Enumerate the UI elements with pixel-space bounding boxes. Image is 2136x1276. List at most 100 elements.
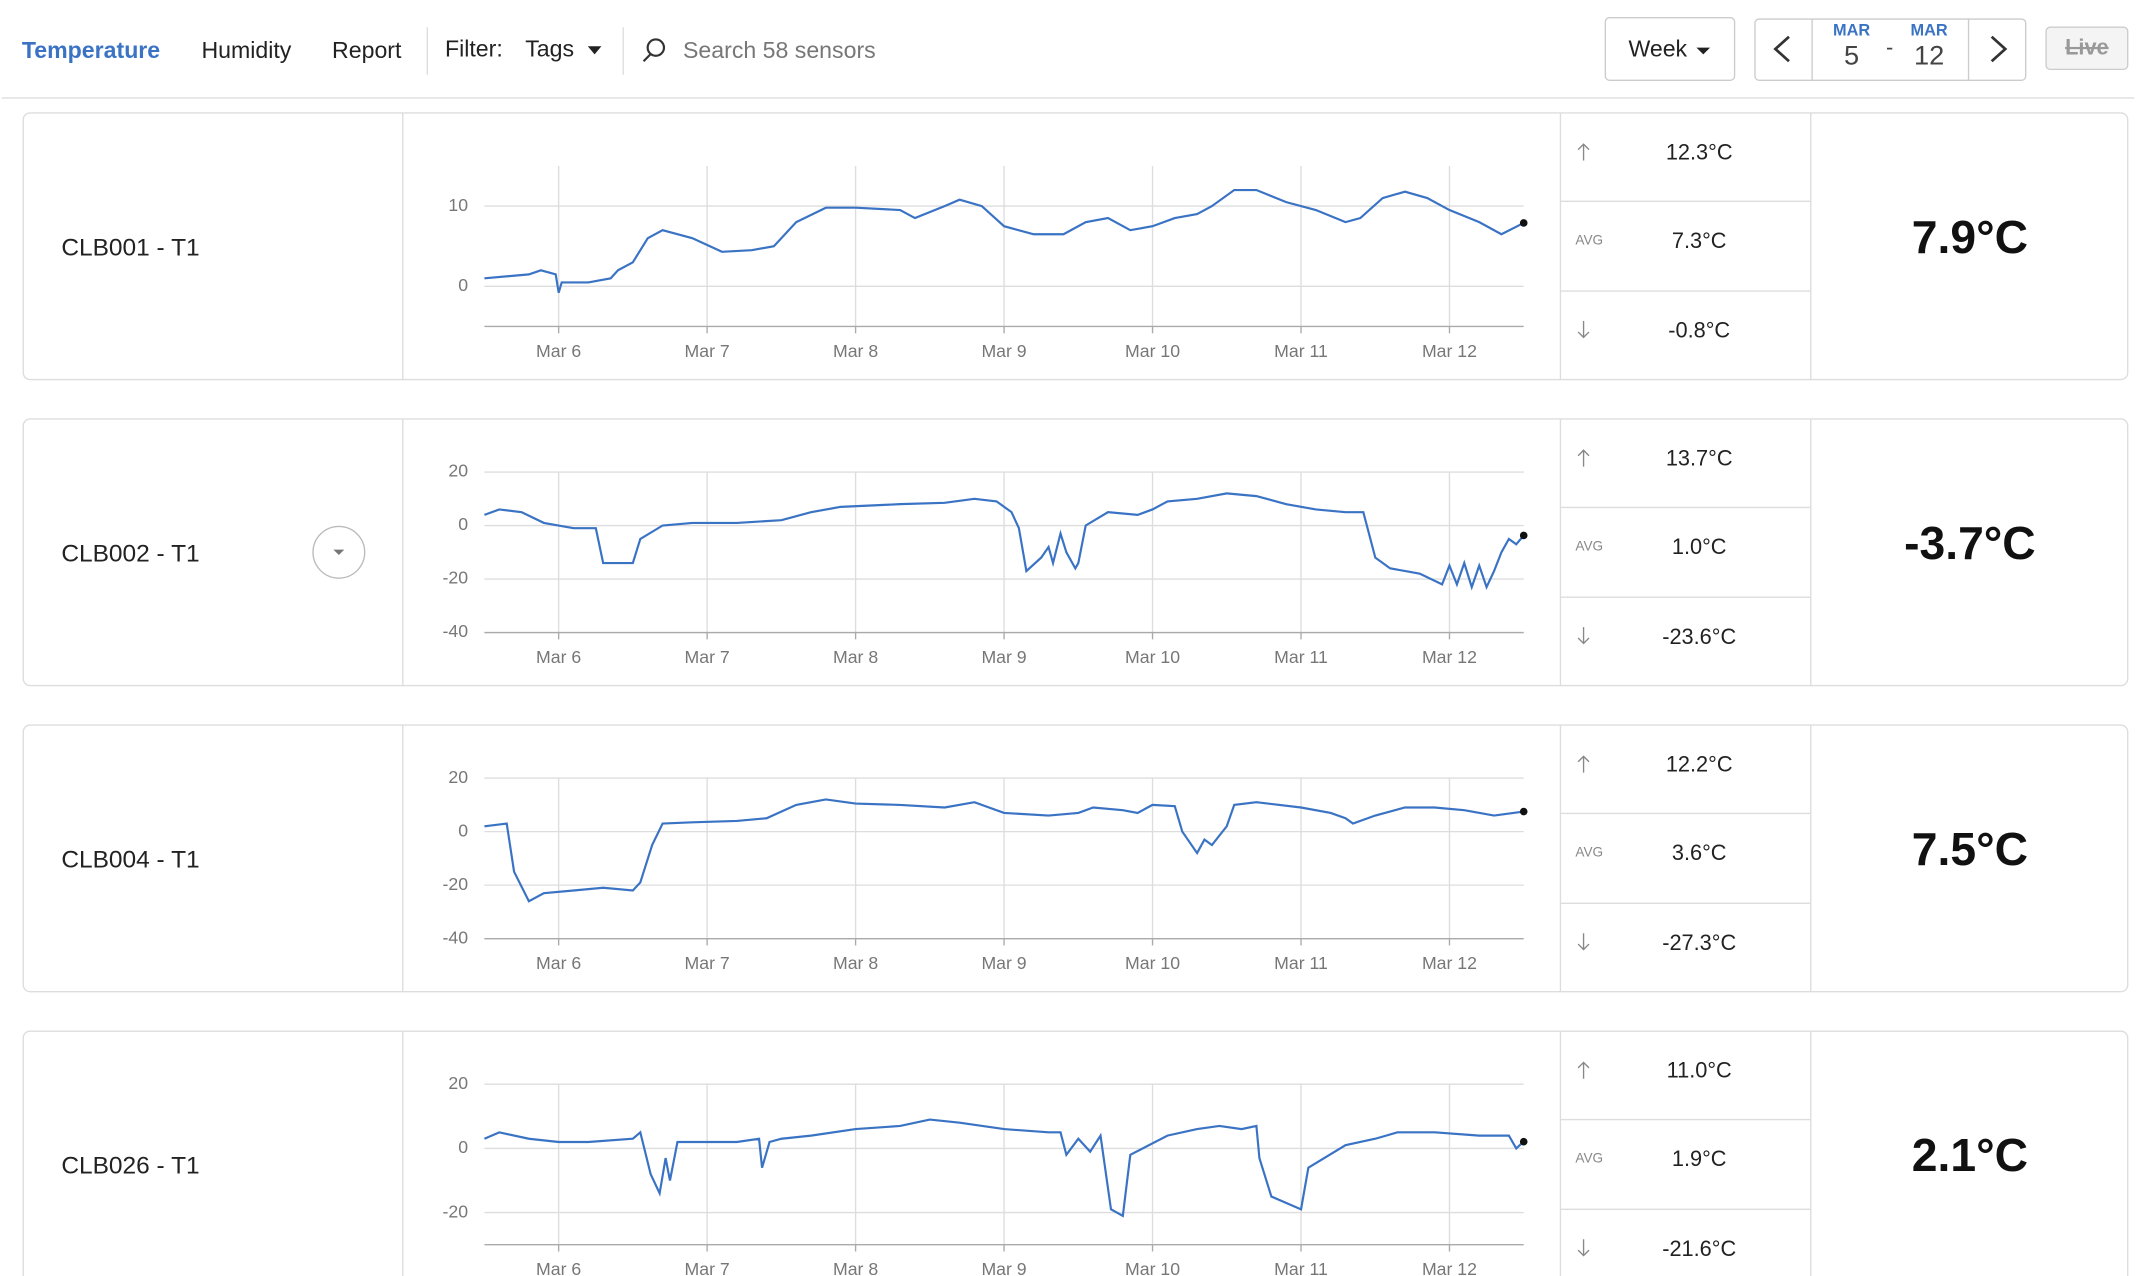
live-label[interactable]: Live	[2065, 35, 2109, 60]
y-tick-label: -20	[443, 1201, 469, 1221]
last-point	[1519, 807, 1528, 816]
date-separator: -	[1886, 35, 1893, 60]
line-series	[484, 798, 1524, 903]
search-input[interactable]: Search 58 sensors	[683, 37, 876, 63]
x-tick-label: Mar 8	[833, 647, 878, 667]
max-icon	[1577, 143, 1590, 161]
max-icon	[1577, 1061, 1590, 1079]
tab[interactable]: Humidity	[201, 37, 291, 63]
filter-label: Filter:	[445, 35, 503, 61]
current-value: 7.5°C	[1912, 823, 2028, 875]
search-icon	[642, 53, 652, 62]
x-tick-label: Mar 7	[685, 341, 730, 361]
min-icon	[1577, 1239, 1590, 1257]
min-value: -27.3°C	[1662, 930, 1736, 955]
sensor-card[interactable]	[22, 112, 2129, 381]
y-tick-label: -20	[443, 568, 469, 588]
sensor-name: CLB001 - T1	[61, 234, 199, 261]
x-tick-label: Mar 6	[536, 953, 581, 973]
max-value: 12.2°C	[1666, 752, 1733, 777]
sensor-card[interactable]	[22, 1030, 2129, 1276]
avg-value: 3.6°C	[1672, 840, 1727, 865]
expand-icon[interactable]	[333, 549, 345, 556]
min-value: -0.8°C	[1668, 318, 1730, 343]
range-button[interactable]	[1604, 17, 1736, 81]
current-value: 7.9°C	[1912, 211, 2028, 263]
x-tick-label: Mar 11	[1274, 953, 1328, 973]
x-tick-label: Mar 12	[1422, 953, 1477, 973]
x-tick-label: Mar 11	[1274, 1259, 1328, 1276]
max-icon	[1577, 755, 1590, 773]
live-button[interactable]	[2045, 26, 2129, 71]
x-tick-label: Mar 12	[1422, 1259, 1477, 1276]
x-tick-label: Mar 6	[536, 341, 581, 361]
next-button[interactable]	[1990, 35, 2008, 63]
y-tick-label: -40	[443, 621, 469, 641]
sensor-card[interactable]	[22, 724, 2129, 993]
x-tick-label: Mar 8	[833, 1259, 878, 1276]
max-value: 13.7°C	[1666, 446, 1733, 471]
current-value: 2.1°C	[1912, 1129, 2028, 1181]
y-tick-label: 20	[448, 1073, 468, 1093]
line-series	[484, 492, 1525, 591]
x-tick-label: Mar 11	[1274, 647, 1328, 667]
x-tick-label: Mar 7	[685, 1259, 730, 1276]
start-day: 5	[1844, 39, 1859, 70]
y-tick-label: 0	[458, 514, 468, 534]
min-value: -21.6°C	[1662, 1236, 1736, 1261]
y-tick-label: 10	[448, 195, 468, 215]
avg-label: AVG	[1575, 538, 1603, 553]
y-tick-label: 20	[448, 461, 468, 481]
end-day: 12	[1914, 39, 1944, 70]
avg-label: AVG	[1575, 232, 1603, 247]
y-tick-label: 0	[458, 1137, 468, 1157]
sensor-card[interactable]	[22, 418, 2129, 687]
sensor-name: CLB026 - T1	[61, 1153, 199, 1180]
x-tick-label: Mar 8	[833, 341, 878, 361]
x-tick-label: Mar 7	[685, 953, 730, 973]
min-value: -23.6°C	[1662, 624, 1736, 649]
avg-label: AVG	[1575, 1151, 1603, 1166]
max-icon	[1577, 449, 1590, 467]
x-tick-label: Mar 9	[981, 647, 1026, 667]
x-tick-label: Mar 9	[981, 1259, 1026, 1276]
x-tick-label: Mar 12	[1422, 647, 1477, 667]
avg-label: AVG	[1575, 845, 1603, 860]
x-tick-label: Mar 10	[1125, 1259, 1180, 1276]
x-tick-label: Mar 8	[833, 953, 878, 973]
line-series	[484, 188, 1525, 294]
avg-value: 1.9°C	[1672, 1146, 1727, 1171]
range-label[interactable]: Week	[1628, 35, 1687, 61]
last-point	[1519, 531, 1528, 540]
start-month: MAR	[1833, 22, 1870, 40]
dropdown-icon[interactable]	[1696, 47, 1711, 55]
tab[interactable]: Report	[332, 37, 402, 63]
min-icon	[1577, 933, 1590, 951]
y-tick-label: -40	[443, 927, 469, 947]
date-picker	[1754, 18, 2027, 81]
sensor-name: CLB002 - T1	[61, 540, 199, 567]
x-tick-label: Mar 6	[536, 1259, 581, 1276]
filter-value[interactable]: Tags	[525, 35, 574, 61]
tab[interactable]: Temperature	[22, 37, 160, 63]
sensor-name: CLB004 - T1	[61, 847, 199, 874]
dropdown-icon[interactable]	[587, 46, 602, 55]
last-point	[1519, 219, 1528, 227]
min-icon	[1577, 627, 1590, 645]
prev-button[interactable]	[1773, 35, 1790, 63]
y-tick-label: 0	[458, 820, 468, 840]
last-point	[1519, 1137, 1528, 1146]
line-series	[483, 1118, 1525, 1218]
x-tick-label: Mar 10	[1125, 953, 1180, 973]
y-tick-label: -20	[443, 874, 469, 894]
x-tick-label: Mar 9	[981, 953, 1026, 973]
x-tick-label: Mar 10	[1125, 341, 1180, 361]
max-value: 11.0°C	[1667, 1058, 1732, 1083]
current-value: -3.7°C	[1904, 517, 2036, 569]
search-icon	[646, 38, 666, 57]
avg-value: 7.3°C	[1672, 228, 1727, 253]
y-tick-label: 20	[448, 767, 468, 787]
x-tick-label: Mar 7	[685, 647, 730, 667]
